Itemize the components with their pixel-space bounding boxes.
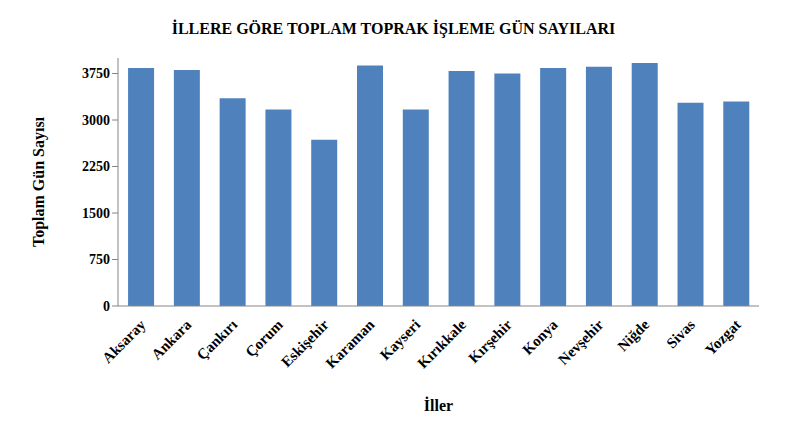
svg-text:Niğde: Niğde	[614, 316, 652, 354]
svg-text:3000: 3000	[82, 113, 110, 128]
svg-text:Sivas: Sivas	[663, 316, 698, 351]
svg-text:3750: 3750	[82, 66, 110, 81]
svg-text:Kırşehir: Kırşehir	[465, 316, 515, 366]
svg-text:Kırıkkale: Kırıkkale	[414, 316, 469, 371]
svg-text:0: 0	[103, 299, 110, 314]
svg-text:Konya: Konya	[519, 316, 561, 358]
svg-text:Ankara: Ankara	[148, 316, 194, 362]
svg-text:Çankırı: Çankırı	[194, 316, 241, 363]
svg-text:Karaman: Karaman	[323, 316, 378, 371]
svg-text:Nevşehir: Nevşehir	[555, 316, 607, 368]
svg-text:Yozgat: Yozgat	[702, 316, 744, 358]
svg-text:Aksaray: Aksaray	[99, 316, 149, 366]
svg-text:750: 750	[89, 252, 110, 267]
svg-text:Çorum: Çorum	[242, 316, 286, 360]
svg-text:Toplam Gün Sayısı: Toplam Gün Sayısı	[30, 116, 48, 247]
svg-text:1500: 1500	[82, 206, 110, 221]
svg-text:İller: İller	[424, 396, 453, 414]
svg-text:Eskişehir: Eskişehir	[278, 316, 332, 371]
html-text:İLLERE GÖRE TOPLAM TOPRAK İŞLE: İLLERE GÖRE TOPLAM TOPRAK İŞLEME GÜN SAY…	[171, 20, 616, 37]
svg-text:2250: 2250	[82, 159, 110, 174]
svg-text:Kayseri: Kayseri	[377, 316, 424, 363]
